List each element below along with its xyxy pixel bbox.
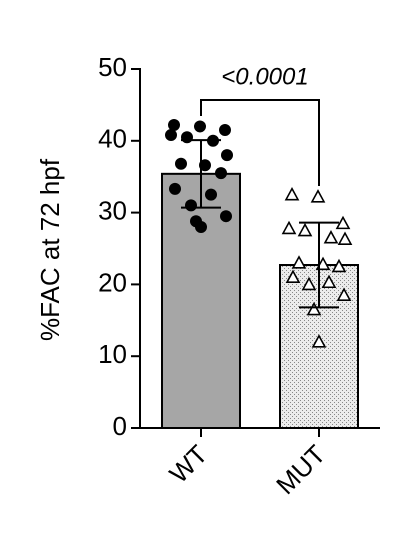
data-point <box>323 230 339 244</box>
data-point <box>165 129 177 142</box>
data-point <box>310 189 326 203</box>
x-tick-label: WT <box>163 439 213 489</box>
data-point <box>169 182 181 195</box>
data-point <box>331 258 347 273</box>
x-tick-label: MUT <box>270 439 331 500</box>
y-tick-label: 30 <box>98 195 127 225</box>
data-point <box>219 124 231 137</box>
data-point <box>195 220 207 233</box>
error-bar <box>181 139 221 209</box>
error-bar <box>299 221 339 309</box>
data-point <box>205 188 217 201</box>
y-tick-label: 40 <box>98 124 127 154</box>
data-point <box>297 222 313 237</box>
data-point <box>336 287 352 301</box>
y-tick-label: 10 <box>98 339 127 369</box>
data-point <box>181 131 193 144</box>
data-point <box>221 149 233 162</box>
data-point <box>335 215 351 230</box>
data-point <box>215 167 227 180</box>
y-tick-label: 50 <box>98 52 127 82</box>
data-point <box>321 274 337 289</box>
data-point <box>281 220 297 235</box>
data-point <box>168 119 180 132</box>
significance-bracket <box>200 99 320 186</box>
data-point <box>311 334 327 348</box>
data-point <box>291 255 307 269</box>
data-point <box>337 231 353 245</box>
data-point <box>301 276 317 291</box>
data-point <box>306 301 322 316</box>
significance-label: <0.0001 <box>221 63 308 90</box>
data-point <box>284 186 300 201</box>
data-point <box>194 120 206 133</box>
data-point <box>185 199 197 212</box>
y-tick-label: 20 <box>98 267 127 297</box>
y-tick-label: 0 <box>113 411 127 441</box>
data-point <box>285 269 301 284</box>
data-point <box>175 157 187 170</box>
data-point <box>220 210 232 223</box>
y-axis-label: %FAC at 72 hpf <box>35 158 65 341</box>
